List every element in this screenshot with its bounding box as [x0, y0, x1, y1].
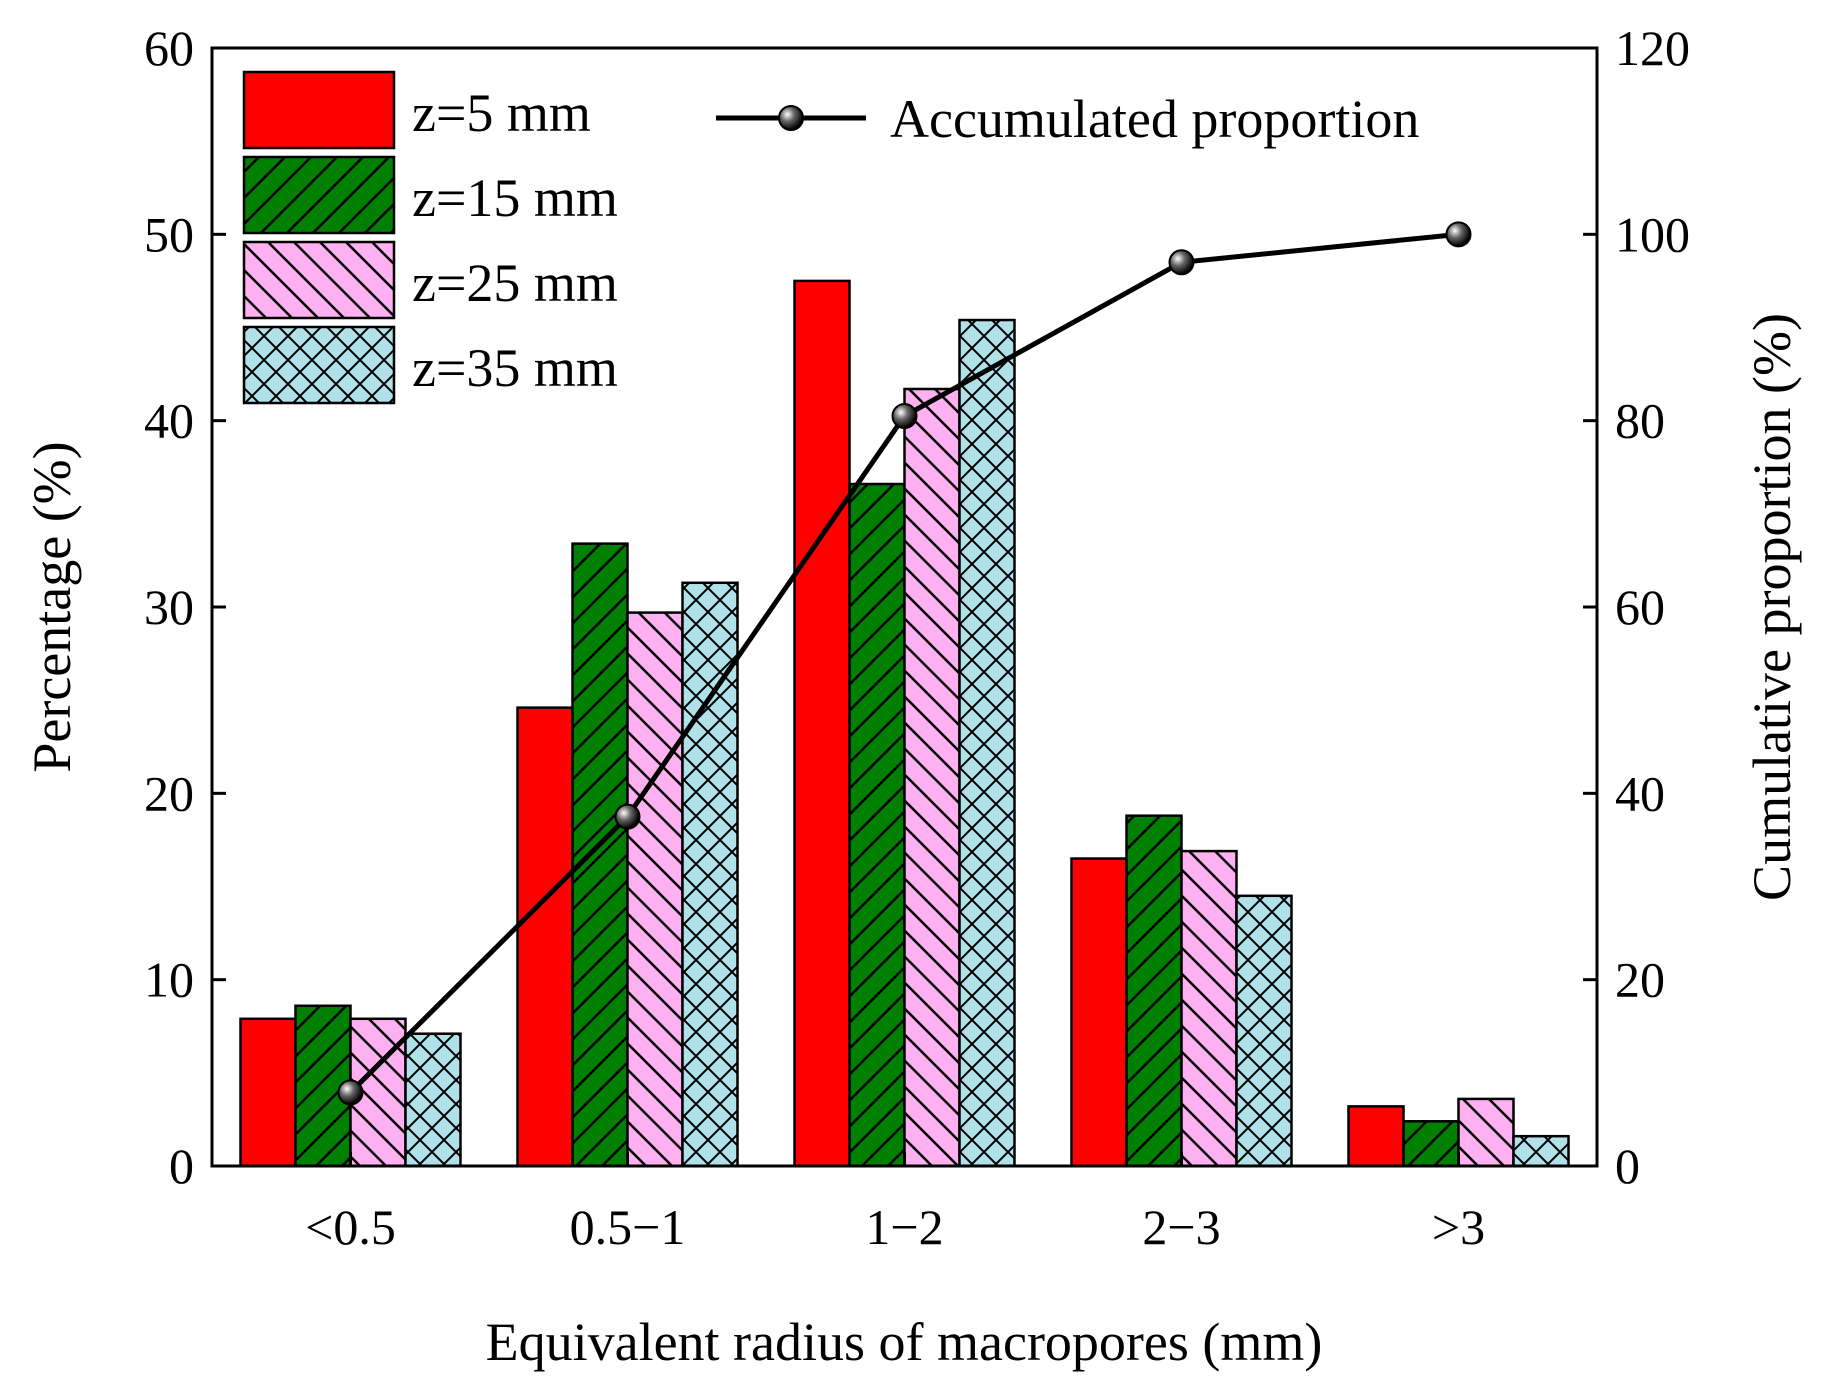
cumulative-point-2	[891, 403, 918, 430]
legend-swatch-z25	[242, 240, 396, 320]
y2-tick-label: 60	[1615, 579, 1665, 635]
x-tick-label: >3	[1432, 1199, 1485, 1255]
y-tick-label: 60	[144, 20, 194, 76]
y-tick-label: 20	[144, 765, 194, 821]
x-tick-label: 0.5−1	[570, 1199, 686, 1255]
cumulative-point-0	[337, 1079, 364, 1106]
legend-swatch-z35	[242, 325, 396, 405]
y2-tick-label: 100	[1615, 206, 1690, 262]
bar-z15mm-cat-3	[1125, 814, 1183, 1168]
legend-label-z25: z=25 mm	[412, 253, 618, 313]
bar-z25mm-cat-4	[1457, 1097, 1515, 1168]
bar-z35mm-cat-4	[1512, 1134, 1570, 1168]
legend-label-z35: z=35 mm	[412, 338, 618, 398]
bar-z15mm-cat-4	[1402, 1120, 1460, 1168]
bar-z5mm-cat-1	[516, 706, 574, 1168]
bar-z5mm-cat-4	[1347, 1105, 1405, 1168]
bars-layer	[239, 279, 1570, 1168]
x-tick-label: <0.5	[305, 1199, 396, 1255]
y-axis-title: Percentage (%)	[22, 441, 82, 772]
x-tick-label: 1−2	[865, 1199, 943, 1255]
cumulative-point-3	[1168, 249, 1195, 276]
bar-z25mm-cat-3	[1180, 849, 1238, 1168]
y2-tick-label: 80	[1615, 393, 1665, 449]
bar-z15mm-cat-2	[848, 482, 906, 1168]
y-tick-label: 40	[144, 393, 194, 449]
x-tick-label: 2−3	[1142, 1199, 1220, 1255]
bar-z5mm-cat-0	[239, 1017, 297, 1168]
y-tick-label: 10	[144, 952, 194, 1008]
axes-layer: 0 10 20 30 40 50 60 0 20 40 60 80 100 120 <0.5 0.5−1 1−2…	[144, 20, 1690, 1255]
bar-z5mm-cat-2	[793, 279, 851, 1168]
legend-label-z5: z=5 mm	[412, 83, 591, 143]
bar-z25mm-cat-2	[903, 387, 961, 1168]
y2-tick-label: 40	[1615, 765, 1665, 821]
legend-label-z15: z=15 mm	[412, 168, 618, 228]
bar-z35mm-cat-0	[404, 1032, 462, 1168]
legend-line-marker	[778, 105, 804, 131]
bar-z5mm-cat-3	[1070, 857, 1128, 1168]
bar-z15mm-cat-1	[571, 542, 629, 1168]
y2-tick-label: 0	[1615, 1138, 1640, 1194]
bar-z35mm-cat-3	[1235, 894, 1293, 1168]
cumulative-point-4	[1445, 221, 1472, 248]
y-tick-label: 0	[169, 1138, 194, 1194]
legend-swatch-z5	[242, 70, 396, 150]
bar-z35mm-cat-1	[681, 581, 739, 1168]
y-tick-label: 50	[144, 206, 194, 262]
x-axis-title: Equivalent radius of macropores (mm)	[486, 1312, 1323, 1372]
bar-z25mm-cat-1	[626, 611, 684, 1168]
cumulative-line-layer	[337, 221, 1472, 1106]
legend-swatch-z15	[242, 155, 396, 235]
y2-tick-label: 20	[1615, 952, 1665, 1008]
bar-z35mm-cat-2	[958, 318, 1016, 1168]
legend-label-accumulated: Accumulated proportion	[890, 89, 1419, 149]
cumulative-point-1	[614, 803, 641, 830]
legend: z=5 mm z=15 mm z=25 mm z=35 mm Accumulat…	[242, 70, 1419, 405]
y-tick-label: 30	[144, 579, 194, 635]
y2-tick-label: 120	[1615, 20, 1690, 76]
y2-axis-title: Cumulative proportion (%)	[1742, 313, 1802, 901]
